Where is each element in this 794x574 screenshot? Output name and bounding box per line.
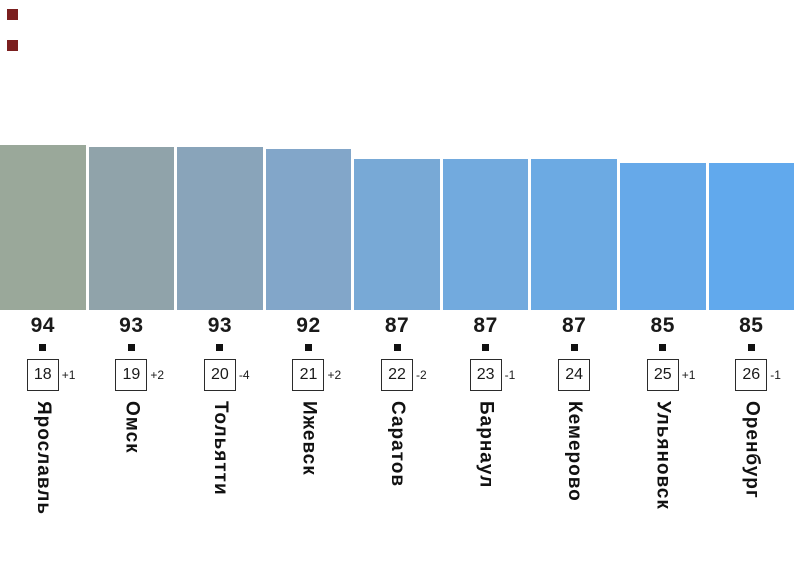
bar-column: 87 23 -1 Барнаул [442, 0, 529, 574]
tick-marker [39, 344, 47, 351]
legend-marker-1 [7, 9, 18, 20]
bar-column: 87 24 Кемерово [531, 0, 617, 574]
rank-change: -4 [238, 368, 250, 382]
bar [708, 163, 794, 310]
bar-value: 93 [207, 314, 233, 337]
rank-change: -1 [770, 368, 781, 382]
rank-box: 18 [26, 359, 59, 391]
rank-change: +1 [681, 368, 696, 382]
rank-number: 24 [565, 366, 584, 383]
rank-box: 24 [558, 359, 591, 391]
bar-value: 87 [561, 314, 587, 337]
rank-change: +2 [327, 368, 342, 382]
bar [0, 145, 86, 310]
tick-marker [216, 344, 224, 351]
city-label: Омск [121, 401, 143, 454]
bar-value: 85 [650, 314, 675, 337]
bar-value: 87 [384, 314, 410, 337]
city-label: Ижевск [298, 401, 320, 476]
rank-number: 20 [211, 366, 229, 383]
city-label: Тольятти [209, 401, 231, 496]
rank-change: -2 [416, 368, 427, 382]
bar [354, 159, 440, 310]
city-label: Оренбург [741, 401, 763, 499]
tick-marker [482, 344, 490, 351]
bar-column: 93 19 +2 Омск [88, 0, 175, 574]
bar-value: 92 [296, 314, 321, 337]
bar [88, 147, 175, 310]
legend-marker-2 [7, 40, 18, 51]
tick-marker [747, 344, 755, 351]
tick-marker [393, 344, 401, 351]
bar-column: 94 18 +1 Ярославль [0, 0, 86, 574]
bar-value: 94 [30, 314, 55, 337]
rank-box: 25 [646, 359, 679, 391]
rank-box: 22 [381, 359, 414, 391]
bar [619, 163, 706, 310]
bar-column: 93 20 -4 Тольятти [177, 0, 263, 574]
rank-box: 26 [735, 359, 768, 391]
rank-change: +2 [150, 368, 165, 382]
rank-number: 18 [33, 366, 52, 383]
bar [177, 147, 263, 310]
rank-number: 26 [742, 366, 761, 383]
tick-marker [127, 344, 135, 351]
rank-box: 21 [292, 359, 325, 391]
bar-value: 93 [119, 314, 144, 337]
bar-column: 85 26 -1 Оренбург [708, 0, 794, 574]
bar [531, 159, 617, 310]
bar-value: 85 [739, 314, 764, 337]
rank-number: 19 [122, 366, 141, 383]
rank-box: 19 [115, 359, 148, 391]
rank-box: 23 [469, 359, 502, 391]
rank-change: -1 [504, 368, 516, 382]
legend-markers [7, 9, 18, 51]
bar [265, 149, 352, 310]
bar-column: 92 21 +2 Ижевск [265, 0, 352, 574]
bar-value: 87 [473, 314, 498, 337]
city-label: Барнаул [475, 401, 497, 489]
city-label: Ярославль [32, 401, 54, 516]
bar-column: 85 25 +1 Ульяновск [619, 0, 706, 574]
rank-number: 22 [388, 366, 406, 383]
tick-marker [659, 344, 667, 351]
rank-change: +1 [61, 368, 76, 382]
rank-number: 25 [653, 366, 672, 383]
city-label: Саратов [387, 401, 409, 488]
rank-number: 21 [299, 366, 318, 383]
rank-box: 20 [203, 359, 236, 391]
tick-marker [570, 344, 578, 351]
city-label: Ульяновск [652, 401, 674, 510]
tick-marker [304, 344, 312, 351]
rank-number: 23 [476, 366, 495, 383]
city-label: Кемерово [564, 401, 586, 502]
bar-column: 87 22 -2 Саратов [354, 0, 440, 574]
bar [442, 159, 529, 310]
